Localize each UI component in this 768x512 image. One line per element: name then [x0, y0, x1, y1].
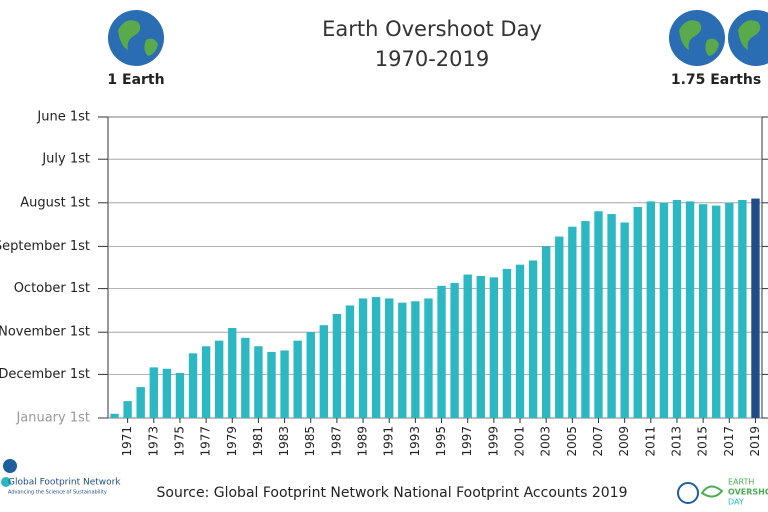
bar: [633, 207, 642, 418]
bar: [149, 367, 158, 418]
bar: [424, 298, 433, 418]
x-tick-label: 2015: [696, 426, 710, 457]
bar: [672, 199, 682, 418]
bar: [450, 282, 459, 418]
y-tick-label: October 1st: [14, 281, 90, 296]
bar: [358, 298, 368, 418]
bar: [136, 387, 145, 418]
bar: [188, 353, 198, 418]
bar: [267, 351, 276, 418]
bar: [385, 298, 394, 418]
bar: [620, 222, 629, 418]
x-tick-label: 2013: [669, 426, 683, 457]
logo-right: EARTH OVERSHOOT DAY: [677, 478, 768, 507]
bar: [306, 332, 315, 418]
bar: [515, 264, 525, 418]
x-tick-label: 2017: [722, 426, 736, 457]
globe-label: 1.75 Earths: [671, 72, 761, 88]
y-tick-label: July 1st: [41, 152, 90, 167]
chart-subtitle: 1970-2019: [375, 47, 489, 71]
bar: [110, 413, 119, 418]
x-tick-label: 2007: [591, 426, 605, 457]
x-tick-label: 2011: [643, 426, 657, 457]
source: Source: Global Footprint Network Nationa…: [157, 485, 628, 501]
bar: [541, 246, 551, 418]
bar: [489, 277, 499, 418]
bar: [555, 236, 564, 418]
logo-name: Global Footprint Network: [8, 478, 121, 488]
bar: [685, 201, 695, 418]
x-tick-label: 1977: [199, 426, 213, 457]
x-tick-label: 1981: [251, 426, 265, 457]
bar: [228, 327, 237, 418]
x-tick-label: 1997: [460, 426, 474, 457]
x-tick-label: 1989: [356, 426, 370, 457]
bar: [463, 274, 472, 418]
chart-title: Earth Overshoot Day: [322, 17, 542, 41]
bar: [712, 205, 721, 418]
x-tick-label: 1983: [277, 426, 291, 457]
x-tick-label: 2003: [539, 426, 553, 457]
bar: [293, 340, 302, 418]
bar: [214, 340, 224, 418]
bar: [607, 214, 616, 418]
x-tick-label: 2009: [617, 426, 631, 457]
bar: [528, 260, 538, 418]
bar: [201, 346, 211, 418]
bar: [398, 302, 407, 418]
bar: [725, 202, 734, 418]
x-tick-label: 1987: [329, 426, 343, 457]
bar: [437, 285, 446, 418]
bar: [123, 401, 132, 418]
y-tick-label: November 1st: [0, 325, 90, 340]
x-tick-label: 1979: [225, 426, 239, 457]
bar: [345, 305, 355, 418]
y-tick-label: September 1st: [0, 239, 90, 254]
bar: [175, 372, 185, 418]
x-tick-label: 1999: [486, 426, 500, 457]
logo-tagline: Advancing the Science of Sustainability: [8, 490, 107, 496]
globe-right: [669, 10, 768, 66]
bar: [738, 199, 747, 418]
bar: [241, 337, 250, 418]
bar: [371, 297, 381, 418]
bar: [332, 313, 342, 418]
x-tick-label: 2005: [565, 426, 579, 457]
y-tick-label: June 1st: [36, 110, 90, 125]
x-tick-label: 1971: [120, 426, 134, 457]
x-tick-label: 1985: [303, 426, 317, 457]
logo-text: DAY: [728, 498, 744, 507]
bar: [646, 201, 656, 418]
logo-text: EARTH: [728, 478, 754, 487]
bar: [254, 346, 263, 418]
bar: [476, 275, 485, 418]
y-tick-label: January 1st: [15, 411, 90, 426]
x-tick-label: 1991: [382, 426, 396, 457]
bar: [502, 268, 512, 418]
y-tick-label: August 1st: [20, 195, 90, 210]
bar: [698, 204, 708, 418]
logo-left: Global Footprint Network Advancing the S…: [1, 459, 121, 496]
logo-text: OVERSHOOT: [728, 488, 768, 497]
bar: [280, 350, 289, 418]
x-tick-label: 1993: [408, 426, 422, 457]
y-tick-label: December 1st: [0, 367, 90, 382]
x-tick-label: 1995: [434, 426, 448, 457]
bar: [751, 198, 760, 418]
bar: [411, 301, 420, 418]
globe-left: [108, 10, 164, 66]
bar: [594, 211, 603, 418]
globe-label: 1 Earth: [107, 72, 164, 88]
bar: [568, 226, 577, 418]
x-tick-label: 1973: [146, 426, 160, 457]
x-tick-label: 2001: [513, 426, 527, 457]
bar: [581, 221, 590, 418]
bar: [319, 325, 329, 418]
bar: [162, 368, 172, 418]
x-tick-label: 1975: [172, 426, 186, 457]
x-tick-label: 2019: [748, 426, 762, 457]
bar: [659, 202, 669, 418]
